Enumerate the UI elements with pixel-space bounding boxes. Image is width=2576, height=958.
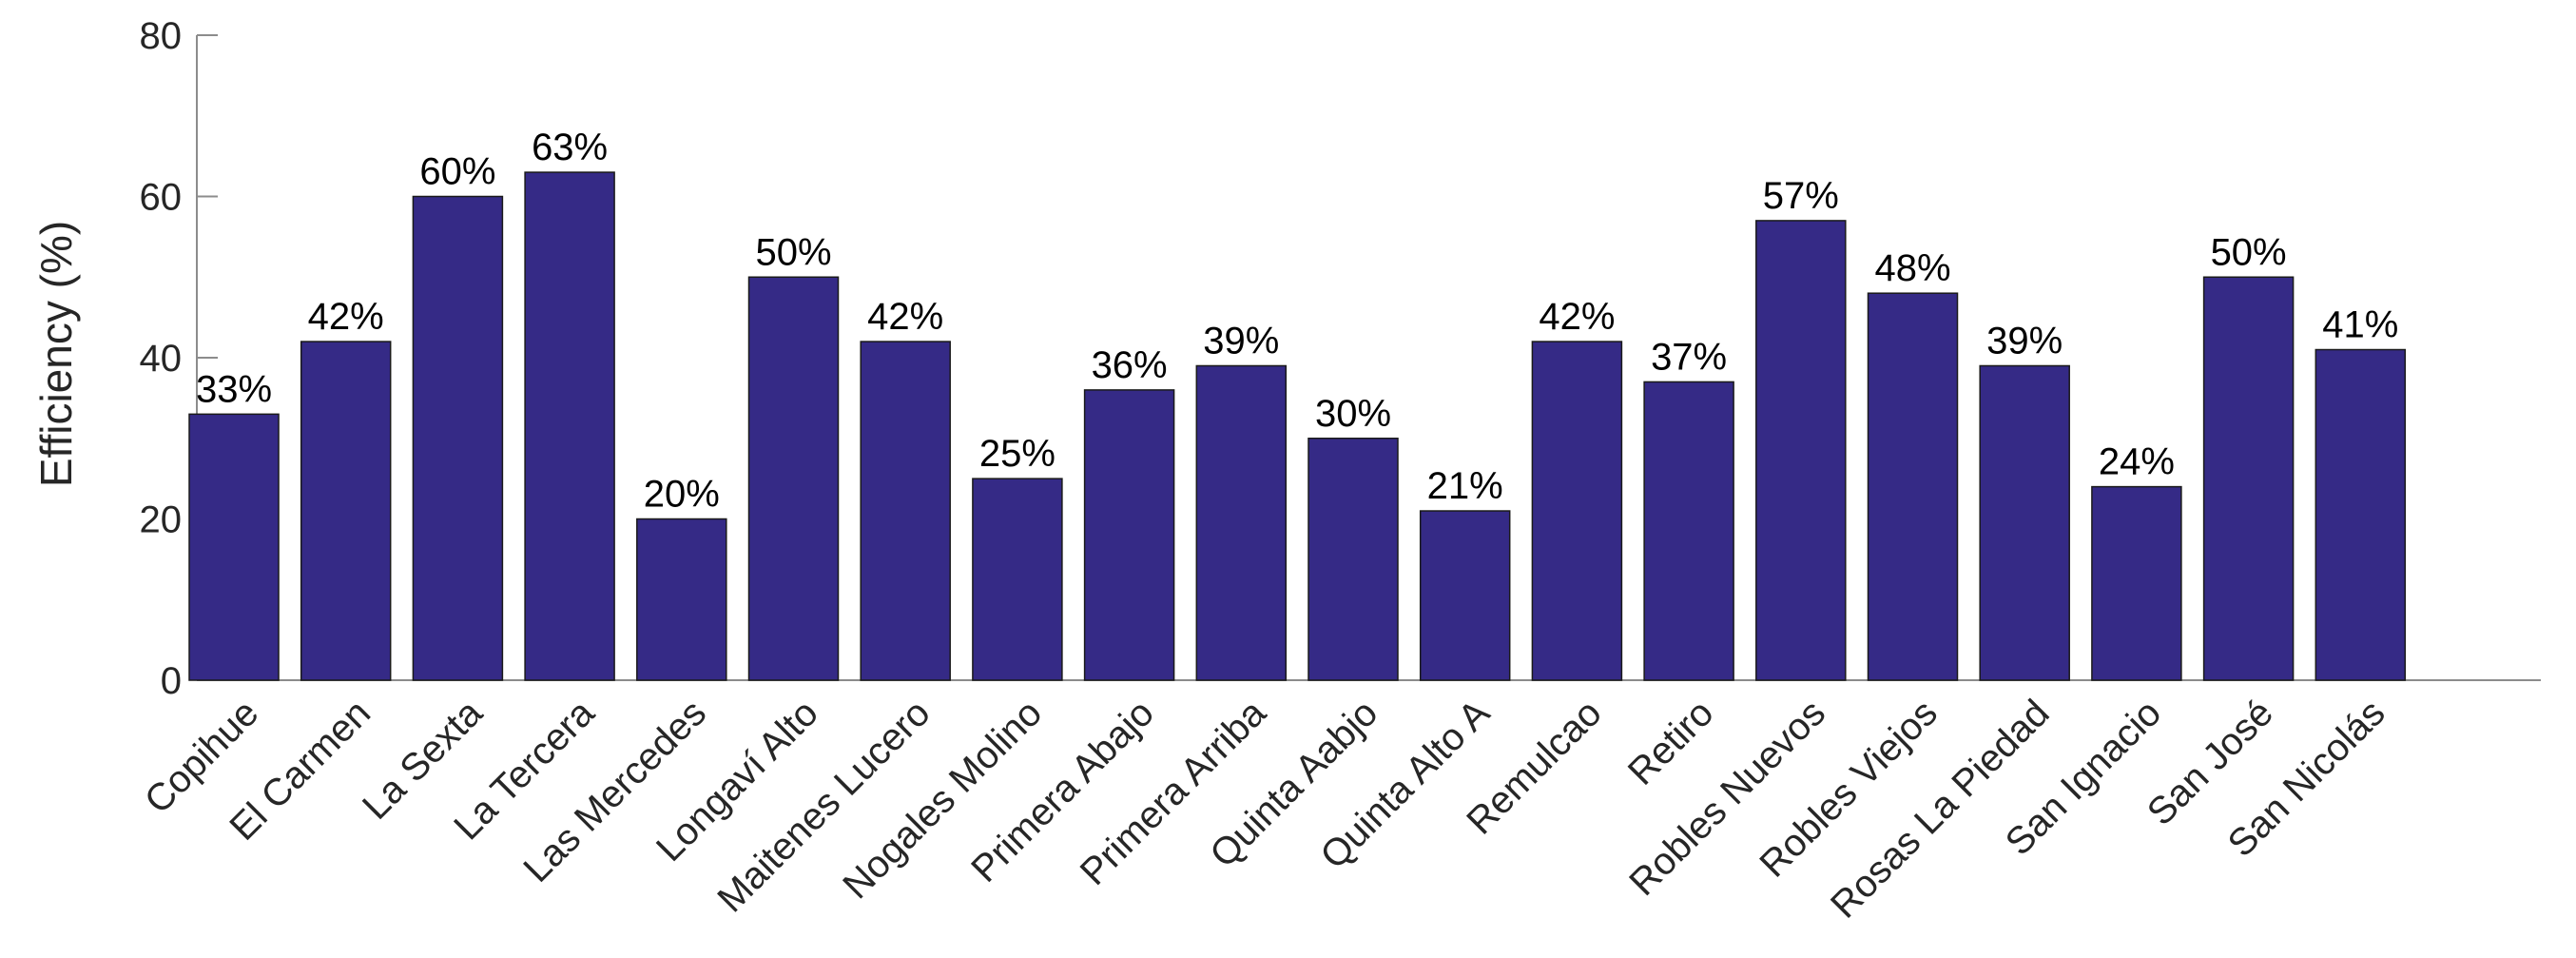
data-label: 50%: [755, 231, 831, 273]
data-label: 42%: [867, 296, 943, 338]
y-tick-label: 20: [140, 499, 183, 541]
bar: [1755, 220, 1847, 681]
data-label: 37%: [1651, 336, 1727, 378]
x-tick-label: Nogales Molino: [835, 692, 1050, 907]
data-label: 60%: [419, 151, 495, 193]
y-tick-label: 80: [140, 15, 183, 57]
bar: [636, 518, 727, 681]
data-label: 36%: [1092, 344, 1168, 386]
data-label: 63%: [532, 127, 608, 168]
bar: [1979, 364, 2070, 681]
bar: [300, 341, 392, 681]
y-tick-label: 60: [140, 177, 183, 219]
bar: [1419, 510, 1511, 681]
bar: [1867, 292, 1959, 681]
data-label: 57%: [1763, 175, 1839, 217]
data-label: 25%: [979, 433, 1056, 475]
data-label: 24%: [2099, 441, 2175, 483]
y-axis-label: Efficiency (%): [31, 221, 81, 487]
bar: [860, 341, 951, 681]
bar: [1643, 381, 1734, 681]
data-label: 42%: [1539, 296, 1615, 338]
bars-group: [188, 171, 2407, 681]
y-tick-label: 0: [161, 660, 182, 702]
bar: [1307, 438, 1399, 681]
data-label: 39%: [1986, 320, 2063, 362]
bar: [412, 195, 504, 681]
x-tick-label: Retiro: [1620, 692, 1722, 793]
bar: [1531, 341, 1623, 681]
bar: [2315, 348, 2407, 681]
bar: [972, 478, 1063, 681]
bar: [1083, 389, 1175, 681]
x-tick-label: Robles Nuevos: [1621, 692, 1833, 904]
y-tick-label: 40: [140, 338, 183, 380]
bar: [524, 171, 615, 681]
data-label: 21%: [1427, 465, 1503, 507]
data-label: 39%: [1203, 320, 1279, 362]
bar: [2202, 276, 2295, 681]
data-labels-group: 33% 42% 60% 63% 20% 50% 42% 25% 36% 39% 30% 21% 42% 3…: [196, 127, 2398, 515]
data-label: 20%: [644, 474, 720, 516]
data-label: 42%: [308, 296, 384, 338]
x-tick-label: Maitenes Lucero: [709, 692, 938, 920]
bar: [1195, 364, 1288, 681]
data-label: 30%: [1315, 393, 1391, 435]
data-label: 48%: [1874, 247, 1950, 289]
bar: [747, 276, 840, 681]
data-label: 33%: [196, 368, 272, 410]
bar: [188, 413, 280, 681]
bar: [2091, 485, 2182, 681]
data-label: 41%: [2322, 304, 2398, 346]
data-label: 50%: [2211, 231, 2287, 273]
